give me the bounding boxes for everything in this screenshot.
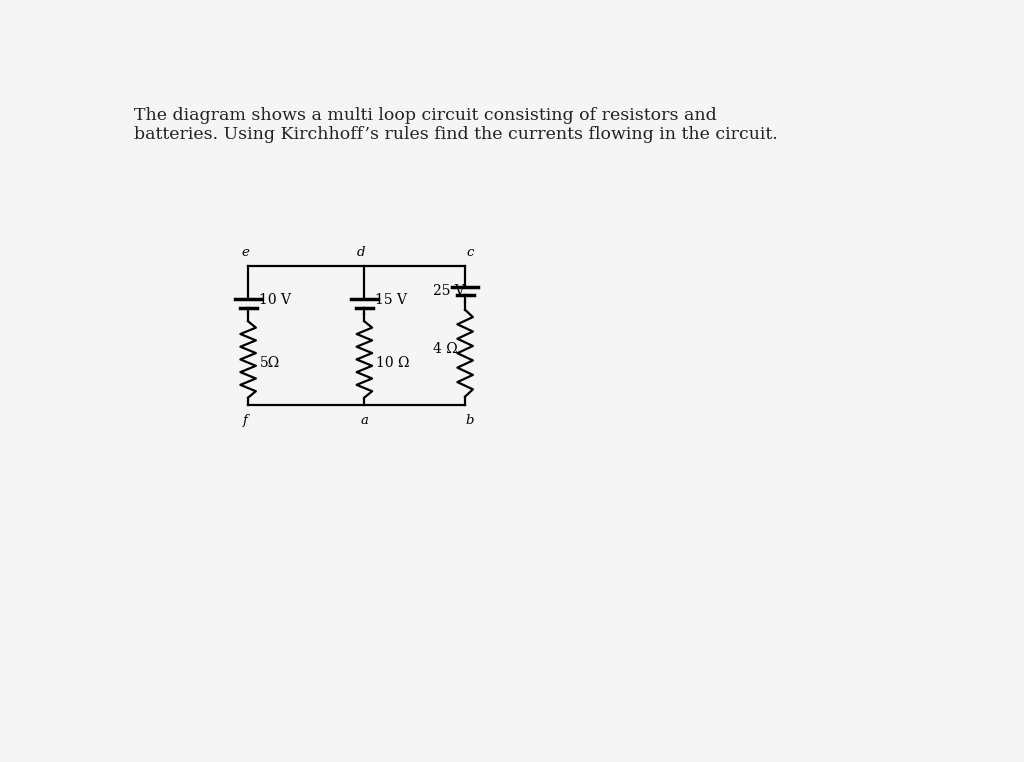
- Text: d: d: [357, 245, 366, 258]
- Text: 15 V: 15 V: [375, 293, 408, 307]
- Text: f: f: [243, 414, 248, 427]
- Text: c: c: [466, 245, 473, 258]
- Text: 5Ω: 5Ω: [260, 357, 280, 370]
- Text: 10 V: 10 V: [259, 293, 291, 307]
- Text: The diagram shows a multi loop circuit consisting of resistors and
batteries. Us: The diagram shows a multi loop circuit c…: [134, 107, 778, 143]
- Text: 10 Ω: 10 Ω: [376, 357, 410, 370]
- Text: b: b: [466, 414, 474, 427]
- Text: 4 Ω: 4 Ω: [432, 342, 458, 357]
- Text: a: a: [360, 414, 369, 427]
- Text: e: e: [241, 245, 249, 258]
- Text: 25 V: 25 V: [432, 284, 465, 298]
